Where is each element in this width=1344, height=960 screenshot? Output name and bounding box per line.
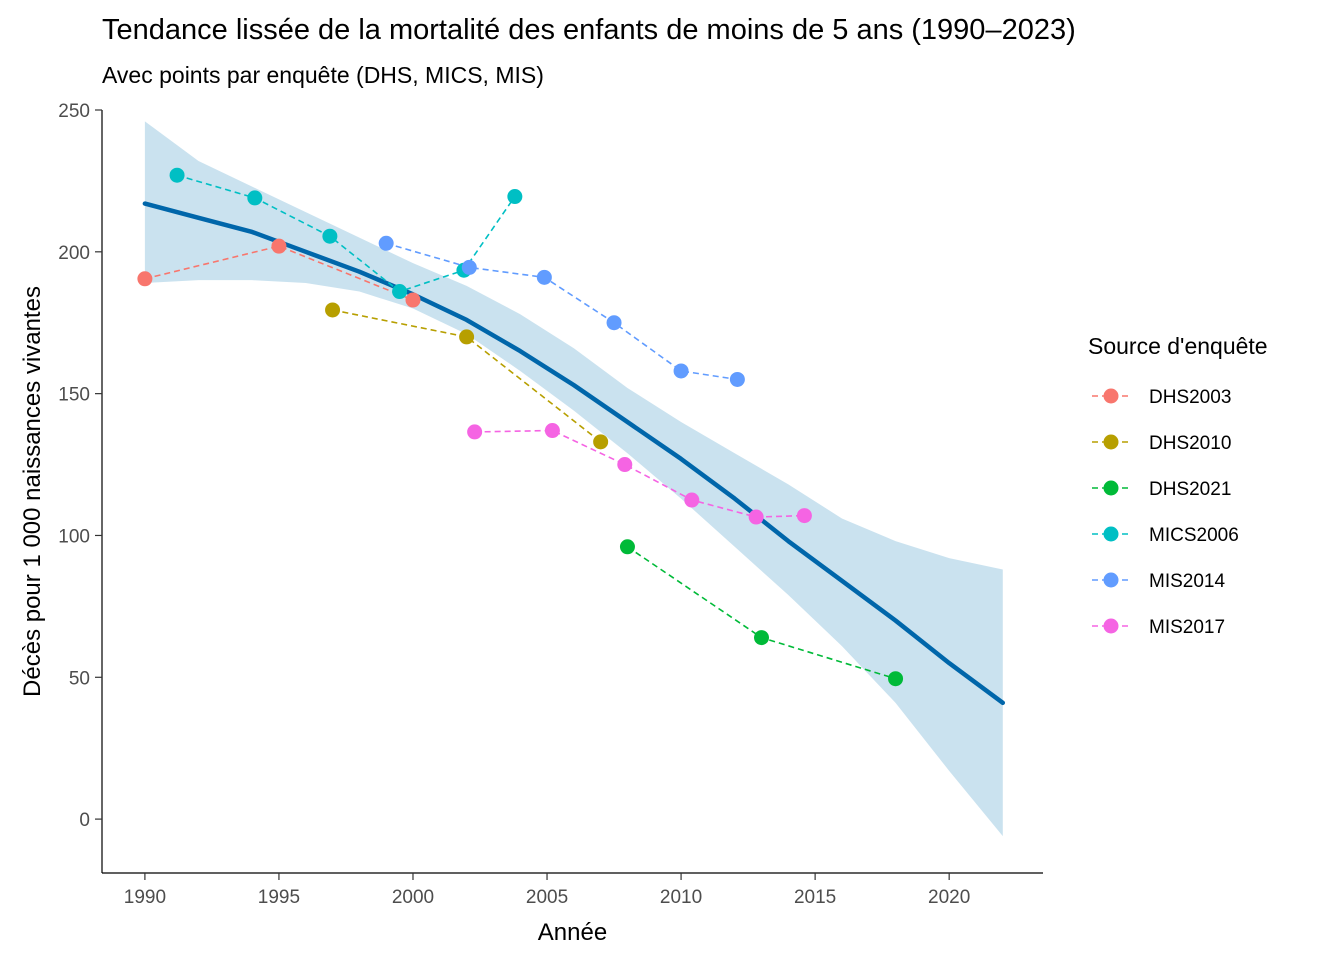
data-point-mis2017: [467, 424, 483, 440]
y-axis-title: Décès pour 1 000 naissances vivantes: [19, 286, 46, 697]
legend-label: DHS2010: [1149, 433, 1231, 454]
data-point-dhs2003: [271, 238, 287, 254]
smooth-trend-line: [142, 201, 1006, 706]
legend: Source d'enquête DHS2003 DHS2010 DHS2021 MI…: [1088, 333, 1268, 638]
series-line-mis2014: [385, 242, 738, 381]
y-tick-label: 0: [79, 810, 90, 831]
data-point-mis2017: [684, 492, 700, 508]
data-point-mis2014: [536, 269, 552, 285]
data-point-mis2014: [378, 235, 394, 251]
legend-marker-dhs2003: [1103, 388, 1119, 404]
data-point-dhs2021: [619, 539, 635, 555]
data-point-mics2006: [392, 284, 408, 300]
x-tick-label: 1995: [258, 887, 300, 908]
data-point-dhs2010: [325, 302, 341, 318]
series-line-dhs2010: [332, 309, 602, 443]
y-tick-label: 200: [58, 243, 90, 264]
x-tick-label: 1990: [124, 887, 166, 908]
legend-label: MIS2017: [1149, 617, 1225, 638]
legend-label: MICS2006: [1149, 525, 1239, 546]
x-tick-label: 2020: [928, 887, 970, 908]
legend-label: DHS2003: [1149, 387, 1231, 408]
chart-subtitle: Avec points par enquête (DHS, MICS, MIS): [102, 62, 544, 88]
x-tick-label: 2000: [392, 887, 434, 908]
data-point-dhs2010: [459, 329, 475, 345]
data-point-mis2017: [748, 509, 764, 525]
data-point-dhs2021: [754, 630, 770, 646]
y-tick-label: 100: [58, 526, 90, 547]
data-point-mics2006: [507, 189, 523, 205]
data-point-mis2017: [796, 508, 812, 524]
series-line-dhs2003: [144, 245, 414, 301]
data-point-mis2017: [544, 423, 560, 439]
y-tick-label: 250: [58, 101, 90, 122]
legend-title: Source d'enquête: [1088, 333, 1268, 359]
y-tick-label: 150: [58, 385, 90, 406]
legend-marker-mics2006: [1103, 526, 1119, 542]
legend-label: DHS2021: [1149, 479, 1231, 500]
chart-title: Tendance lissée de la mortalité des enfa…: [102, 14, 1076, 46]
data-point-mis2017: [617, 457, 633, 473]
confidence-band: [144, 121, 1003, 837]
data-point-dhs2021: [888, 671, 904, 687]
x-tick-label: 2010: [660, 887, 702, 908]
legend-marker-mis2017: [1103, 618, 1119, 634]
data-point-mis2014: [606, 315, 622, 331]
data-point-dhs2010: [593, 434, 609, 450]
x-tick-label: 2005: [526, 887, 568, 908]
x-axis-title: Année: [538, 919, 607, 946]
data-point-dhs2003: [137, 271, 153, 287]
data-point-mics2006: [169, 167, 185, 183]
data-point-mis2014: [461, 259, 477, 275]
y-tick-label: 50: [69, 668, 90, 689]
data-point-mis2014: [673, 363, 689, 379]
legend-marker-dhs2010: [1103, 434, 1119, 450]
series-line-mis2017: [474, 429, 805, 518]
x-tick-label: 2015: [794, 887, 836, 908]
legend-marker-dhs2021: [1103, 480, 1119, 496]
data-point-mis2014: [729, 371, 745, 387]
data-point-mics2006: [247, 190, 263, 206]
legend-marker-mis2014: [1103, 572, 1119, 588]
legend-label: MIS2014: [1149, 571, 1225, 592]
data-point-dhs2003: [405, 292, 421, 308]
data-point-mics2006: [322, 228, 338, 244]
